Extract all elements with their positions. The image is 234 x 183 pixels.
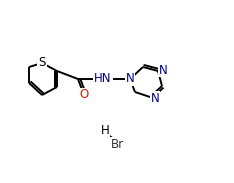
Text: N: N [151, 92, 159, 104]
Text: Br: Br [110, 137, 124, 150]
Text: HN: HN [94, 72, 112, 85]
Text: H: H [101, 124, 109, 137]
Text: O: O [79, 89, 89, 102]
Text: N: N [126, 72, 134, 85]
Text: N: N [159, 64, 167, 76]
Text: S: S [38, 57, 46, 70]
